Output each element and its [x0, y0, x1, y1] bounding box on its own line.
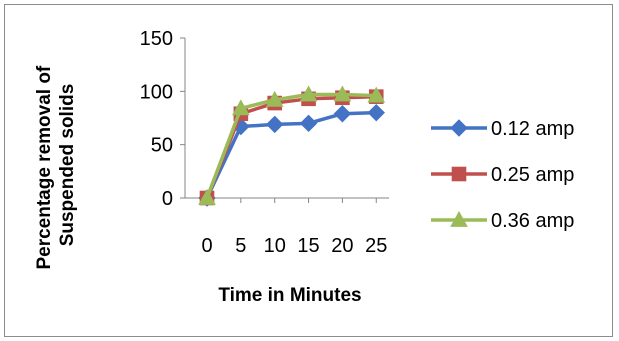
x-axis-title: Time in Minutes	[218, 285, 361, 306]
series-0-36-amp	[198, 85, 386, 205]
data-point	[367, 86, 386, 103]
legend-swatch-marker	[451, 166, 467, 182]
legend: 0.12 amp 0.25 amp 0.36 amp	[431, 118, 574, 232]
legend-item: 0.36 amp	[431, 210, 574, 232]
data-point	[333, 85, 352, 102]
y-axis-title-line-1: Percentage removal of	[34, 65, 55, 269]
data-point	[232, 99, 250, 116]
data-point	[367, 103, 385, 122]
y-axis-title-line-2: Suspended solids	[57, 84, 78, 247]
chart-area	[4, 4, 613, 337]
legend-swatch-marker	[450, 210, 468, 227]
data-point	[265, 90, 284, 107]
legend-label: 0.12 amp	[491, 118, 574, 140]
legend-label: 0.25 amp	[491, 164, 574, 186]
legend-label: 0.36 amp	[491, 210, 574, 232]
x-tick-label: 20	[331, 235, 353, 257]
series-line	[205, 92, 377, 199]
x-tick-label: 5	[235, 235, 246, 257]
x-tick-label: 25	[365, 235, 387, 257]
legend-item: 0.12 amp	[431, 118, 574, 140]
x-tick-labels: 0 5 10 15 20 25	[201, 198, 387, 257]
data-point	[299, 85, 318, 102]
x-tick-label: 10	[264, 235, 286, 257]
data-point	[265, 115, 284, 134]
y-tick-labels: 0 50 100 150	[140, 28, 185, 210]
data-point	[198, 188, 216, 205]
series-line	[205, 110, 377, 199]
y-tick-label: 100	[140, 81, 173, 103]
series-layer	[198, 85, 386, 207]
data-point	[333, 105, 352, 123]
y-tick-label: 50	[151, 135, 173, 157]
legend-item: 0.25 amp	[431, 164, 574, 186]
y-tick-label: 150	[140, 28, 173, 50]
y-tick-label: 0	[162, 188, 173, 210]
data-point	[299, 114, 318, 133]
y-axis-title: Percentage removal of Suspended solids	[34, 60, 78, 269]
x-tick-label: 0	[201, 235, 212, 257]
legend-swatch-marker	[450, 119, 468, 137]
x-tick-label: 15	[297, 235, 319, 257]
series-0-12-amp	[198, 103, 385, 207]
